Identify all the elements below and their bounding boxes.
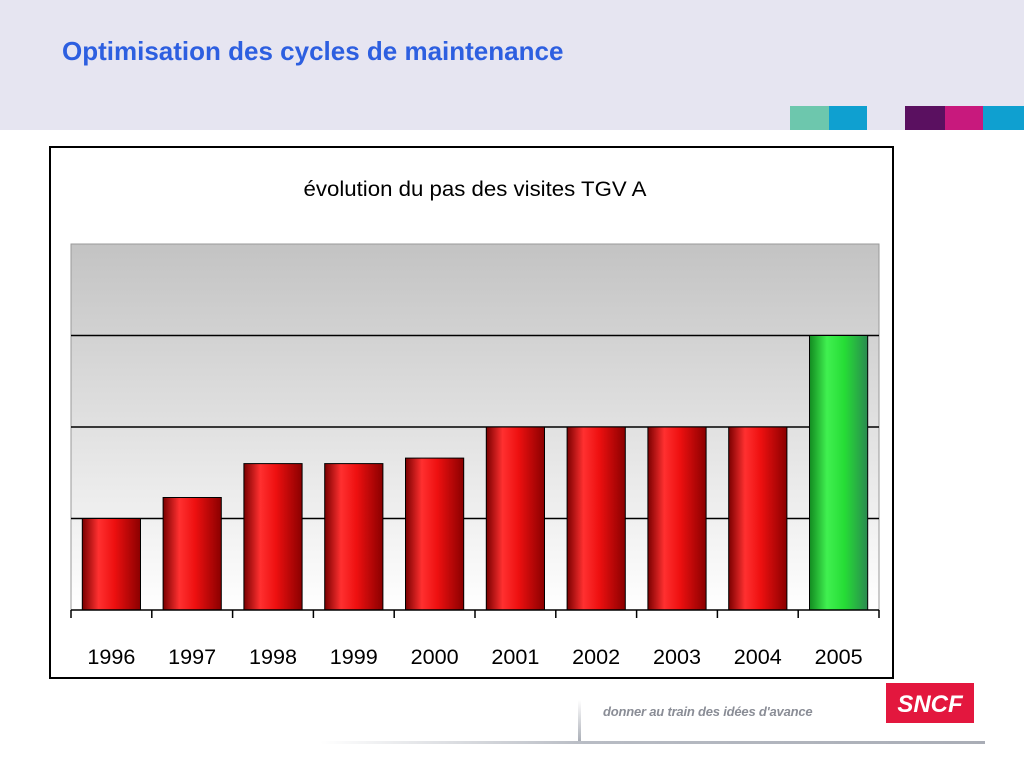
x-tick-label-1997: 1997 — [168, 646, 216, 669]
x-tick-label-2005: 2005 — [815, 646, 863, 669]
bar-2004 — [728, 426, 788, 611]
footer-divider-mark — [578, 700, 581, 742]
x-tick-label-1998: 1998 — [249, 646, 297, 669]
x-tick-label-2003: 2003 — [653, 646, 701, 669]
bar-2003 — [647, 426, 707, 611]
slide-title: Optimisation des cycles de maintenance — [62, 36, 564, 66]
accent-swatch-teal — [790, 106, 829, 130]
bar-chart: évolution du pas des visites TGV A 1996 1… — [70, 178, 880, 669]
x-tick-label-2004: 2004 — [734, 646, 782, 669]
tagline: donner au train des idées d'avance — [603, 704, 813, 719]
bar-1996 — [81, 518, 141, 611]
bar-1999 — [324, 463, 384, 611]
sncf-logo: SNCF — [886, 683, 974, 723]
x-tick-label-1996: 1996 — [87, 646, 135, 669]
x-tick-label-1999: 1999 — [330, 646, 378, 669]
bar-1997 — [162, 497, 222, 611]
x-tick-label-2002: 2002 — [572, 646, 620, 669]
accent-swatch-purple — [905, 106, 945, 130]
chart-title: évolution du pas des visites TGV A — [304, 178, 647, 201]
accent-swatch-blue-2 — [983, 106, 1024, 130]
bar-2002 — [566, 426, 626, 611]
accent-swatch-magenta — [945, 106, 983, 130]
bar-2005 — [809, 335, 869, 611]
accent-swatch-blue — [829, 106, 867, 130]
footer-line — [320, 741, 985, 744]
x-tick-label-2000: 2000 — [411, 646, 459, 669]
bar-2001 — [485, 426, 545, 611]
x-tick-label-2001: 2001 — [491, 646, 539, 669]
chart-frame: évolution du pas des visites TGV A 1996 1… — [49, 146, 894, 679]
bar-2000 — [405, 457, 465, 611]
bar-1998 — [243, 463, 303, 611]
svg-text:SNCF: SNCF — [897, 691, 964, 718]
